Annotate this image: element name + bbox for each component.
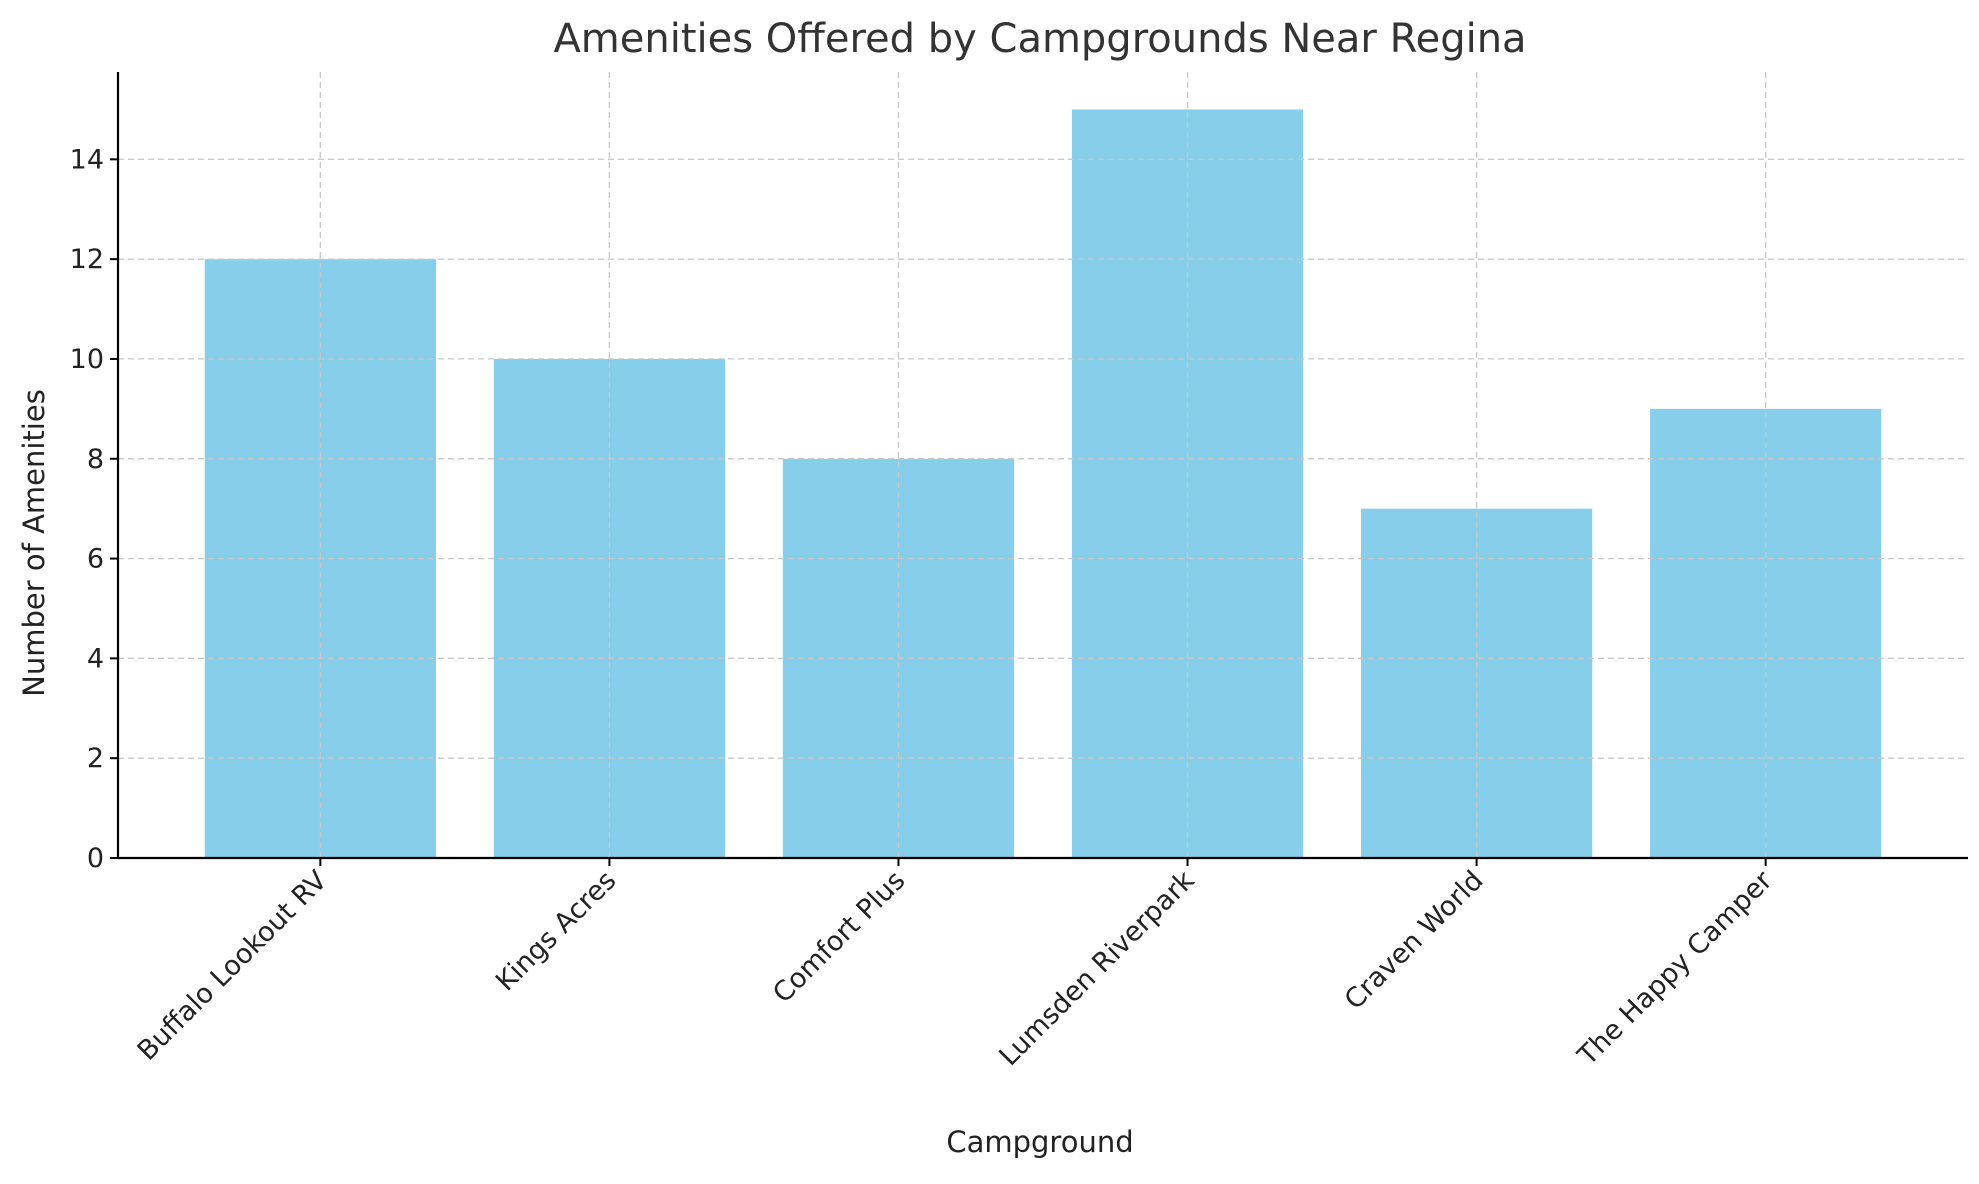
bars bbox=[118, 72, 1968, 859]
y-tick-label: 12 bbox=[70, 244, 104, 275]
y-tick-label: 2 bbox=[87, 743, 104, 774]
x-tick-label: Lumsden Riverpark bbox=[993, 865, 1200, 1072]
chart-title: Amenities Offered by Campgrounds Near Re… bbox=[553, 16, 1526, 62]
x-tick-label: Craven World bbox=[1339, 865, 1490, 1016]
x-tick-label: The Happy Camper bbox=[1571, 864, 1779, 1072]
y-tick-label: 8 bbox=[87, 444, 104, 475]
x-tick-label: Buffalo Lookout RV bbox=[132, 865, 334, 1067]
x-axis-label: Campground bbox=[946, 1125, 1133, 1159]
y-tick-label: 4 bbox=[87, 643, 104, 674]
axes bbox=[110, 72, 1968, 866]
y-tick-label: 0 bbox=[87, 843, 104, 874]
x-tick-label: Kings Acres bbox=[490, 865, 622, 997]
y-tick-label: 10 bbox=[70, 344, 104, 375]
y-tick-label: 6 bbox=[87, 544, 104, 575]
y-tick-label: 14 bbox=[70, 144, 104, 175]
y-axis-label: Number of Amenities bbox=[17, 389, 51, 697]
x-tick-label: Comfort Plus bbox=[767, 865, 911, 1009]
